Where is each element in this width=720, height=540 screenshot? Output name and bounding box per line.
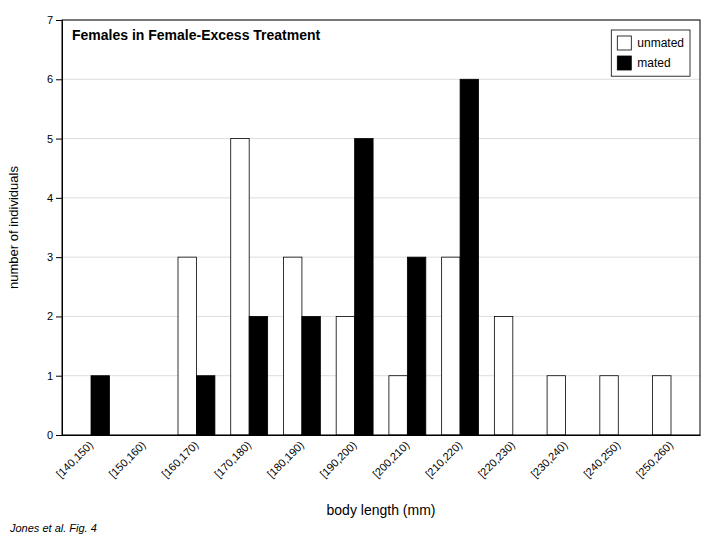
bar [442,257,460,435]
y-tick-label: 7 [47,14,53,26]
y-tick: 7 [47,14,62,26]
bar [336,316,354,435]
grid [62,20,700,435]
y-tick: 3 [47,251,62,263]
bar [460,79,478,435]
bar [407,257,425,435]
y-axis-line [56,21,63,436]
x-tick: [150,160) [107,439,148,480]
x-axis-line [63,435,701,436]
x-tick: [200,210) [370,439,411,480]
x-tick-label: [210,220) [423,439,464,480]
y-tick-label: 1 [47,370,53,382]
x-tick-label: [200,210) [370,439,411,480]
y-tick-mark [56,139,62,140]
x-tick-label: [240,250) [581,439,622,480]
legend-frame [611,30,690,76]
bar [196,376,214,435]
bars [91,79,671,435]
y-tick-label: 0 [47,429,53,441]
plot-frame [62,20,700,435]
y-tick: 2 [47,310,62,322]
x-tick: [160,170) [159,439,200,480]
x-tick: [250,260) [634,439,675,480]
grid-line [62,316,700,317]
grid-line [62,257,700,258]
y-tick-mark [56,376,62,377]
x-tick: [240,250) [581,439,622,480]
plot: 0 1 2 3 4 5 6 7 [140,150) [150,160) [160,170) [170,… [47,14,701,480]
y-tick: 4 [47,192,62,204]
y-tick: 0 [47,429,62,441]
bar [600,376,618,435]
bar [178,257,196,435]
x-tick-label: [170,180) [212,439,253,480]
y-tick: 5 [47,133,62,145]
x-tick-label: [160,170) [159,439,200,480]
y-tick-label: 2 [47,310,53,322]
x-tick-label: [150,160) [107,439,148,480]
y-tick-mark [56,79,62,80]
grid-line [62,197,700,198]
x-axis: [140,150) [150,160) [160,170) [170,180) [180… [54,436,701,481]
y-tick: 6 [47,73,62,85]
y-tick-mark [56,316,62,317]
y-tick-mark [56,435,62,436]
legend-swatch [617,56,631,70]
chart: 0 1 2 3 4 5 6 7 [140,150) [150,160) [160,170) [170,… [0,0,720,540]
title: Females in Female-Excess Treatment [72,27,321,43]
y-axis: 0 1 2 3 4 5 6 7 [47,14,63,441]
bar [547,376,565,435]
y-tick-label: 3 [47,251,53,263]
bar-series [178,139,671,435]
x-tick: [220,230) [476,439,517,480]
bar [653,376,671,435]
x-tick-label: [230,240) [528,439,569,480]
y-tick-label: 4 [47,192,53,204]
legend: unmated mated [611,30,690,76]
x-tick-label: [180,190) [265,439,306,480]
y-tick-label: 5 [47,133,53,145]
y-tick-label: 6 [47,73,53,85]
grid-line [62,79,700,80]
y-tick-mark [56,257,62,258]
x-tick-label: [250,260) [634,439,675,480]
x-tick: [210,220) [423,439,464,480]
bar [249,316,267,435]
caption: Jones et al. Fig. 4 [9,522,97,534]
x-tick: [140,150) [54,439,95,480]
x-tick: [180,190) [265,439,306,480]
y-tick-mark [56,198,62,199]
x-tick: [170,180) [212,439,253,480]
y-tick-mark [56,20,62,21]
x-axis-title: body length (mm) [327,502,436,518]
legend-swatch [617,36,631,50]
legend-label: mated [637,56,670,70]
bar [494,316,512,435]
bar-series [91,79,479,435]
x-tick: [230,240) [528,439,569,480]
grid-line [62,138,700,139]
x-tick-label: [220,230) [476,439,517,480]
legend-label: unmated [637,36,684,50]
bar [283,257,301,435]
bar [231,139,249,435]
bar [91,376,109,435]
x-tick-label: [190,200) [317,439,358,480]
y-tick: 1 [47,370,62,382]
x-tick: [190,200) [317,439,358,480]
bar [302,316,320,435]
bar [355,139,373,435]
bar [389,376,407,435]
y-axis-title: number of individuals [6,166,21,289]
x-tick-label: [140,150) [54,439,95,480]
